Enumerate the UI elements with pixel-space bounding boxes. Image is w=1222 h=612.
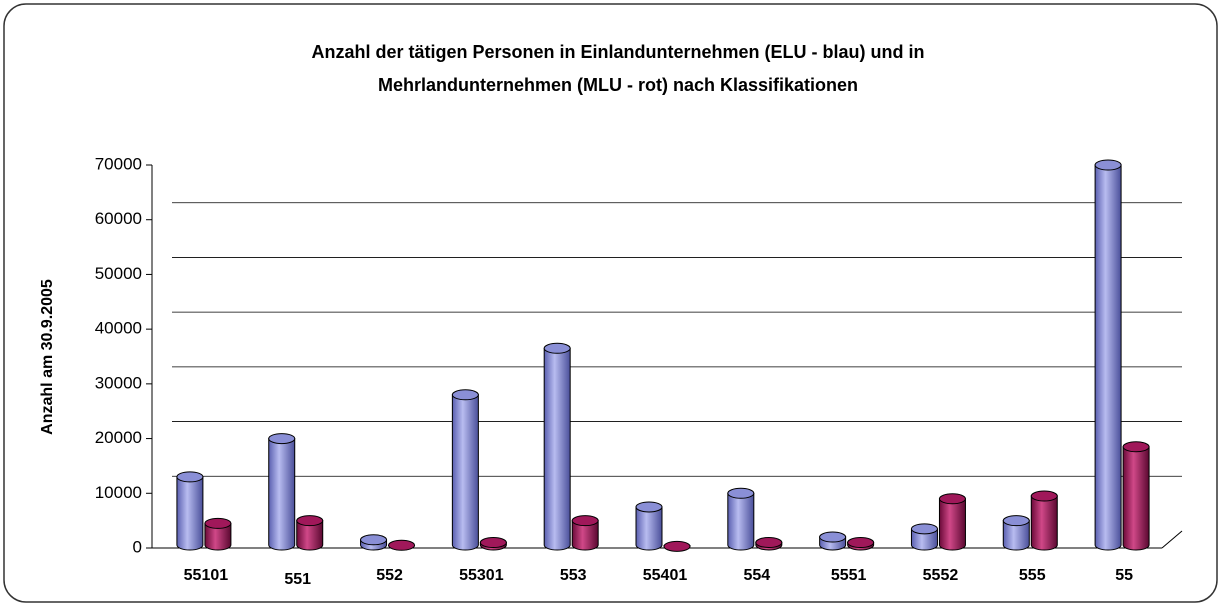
x-tick-label: 5551 xyxy=(831,567,867,584)
bar xyxy=(176,471,204,551)
bar-top xyxy=(663,540,691,552)
bar-top xyxy=(176,471,204,483)
x-tick-label: 55401 xyxy=(643,567,688,584)
bar-body xyxy=(451,394,479,551)
bar-body xyxy=(176,476,204,551)
bar xyxy=(204,517,232,551)
x-tick-label: 5552 xyxy=(923,567,959,584)
bar xyxy=(635,501,663,551)
y-tick-label: 10000 xyxy=(95,483,142,502)
bar-top xyxy=(268,433,296,445)
y-tick-label: 60000 xyxy=(95,209,142,228)
bar xyxy=(938,493,966,551)
bar xyxy=(360,534,388,551)
x-tick-label: 551 xyxy=(284,571,311,588)
bar-top xyxy=(204,517,232,529)
bar-top xyxy=(938,493,966,505)
bar-body xyxy=(543,347,571,551)
bar-top xyxy=(296,515,324,527)
frame xyxy=(3,3,1218,603)
bar xyxy=(910,523,938,551)
bar-top xyxy=(1030,490,1058,502)
chart-title: Anzahl der tätigen Personen in Einlandun… xyxy=(311,42,924,62)
bar-top xyxy=(479,537,507,549)
bar-top xyxy=(571,515,599,527)
bar-body xyxy=(268,438,296,551)
x-tick-label: 552 xyxy=(376,567,403,584)
bar-body xyxy=(204,522,232,551)
y-axis-label: Anzahl am 30.9.2005 xyxy=(39,279,56,435)
bar-top xyxy=(819,531,847,543)
bar-top xyxy=(451,389,479,401)
bar-body xyxy=(727,492,755,551)
bar xyxy=(819,531,847,551)
chart-title-line2: Mehrlandunternehmen (MLU - rot) nach Kla… xyxy=(378,75,858,95)
bar-top xyxy=(755,537,783,549)
bar xyxy=(296,515,324,551)
bar xyxy=(1122,441,1150,551)
y-tick-label: 20000 xyxy=(95,428,142,447)
bar-body xyxy=(1002,520,1030,551)
bar-top xyxy=(543,342,571,354)
bar xyxy=(268,433,296,551)
bar-body xyxy=(1030,495,1058,551)
floor-edge xyxy=(1161,530,1183,549)
bar xyxy=(571,515,599,551)
x-tick-label: 55301 xyxy=(459,567,504,584)
bar-body xyxy=(1122,446,1150,551)
bar-top xyxy=(635,501,663,513)
x-tick-label: 555 xyxy=(1019,567,1046,584)
bar xyxy=(388,539,416,551)
bar-top xyxy=(847,537,875,549)
x-tick-label: 55 xyxy=(1115,567,1133,584)
bar-top xyxy=(1094,159,1122,171)
x-tick-label: 553 xyxy=(560,567,587,584)
y-tick-label: 50000 xyxy=(95,264,142,283)
bar xyxy=(543,342,571,551)
bar xyxy=(451,389,479,551)
bar-top xyxy=(910,523,938,535)
bar-top xyxy=(727,487,755,499)
bar-top xyxy=(388,539,416,551)
bar-body xyxy=(296,520,324,551)
bar-body xyxy=(1094,164,1122,551)
bar-top xyxy=(360,534,388,546)
bar-top xyxy=(1122,441,1150,453)
bar xyxy=(755,537,783,551)
y-tick-label: 70000 xyxy=(95,154,142,173)
bar-top xyxy=(1002,515,1030,527)
y-tick-label: 0 xyxy=(133,537,142,556)
x-tick-label: 55101 xyxy=(184,567,229,584)
bar-body xyxy=(910,528,938,551)
y-tick-label: 30000 xyxy=(95,373,142,392)
bar xyxy=(479,537,507,551)
bar xyxy=(1002,515,1030,551)
bar xyxy=(847,537,875,551)
bar xyxy=(1030,490,1058,551)
bar xyxy=(663,540,691,552)
bar xyxy=(1094,159,1122,551)
y-tick-label: 40000 xyxy=(95,319,142,338)
x-tick-label: 554 xyxy=(743,567,770,584)
bar-body xyxy=(571,520,599,551)
bar-body xyxy=(635,506,663,551)
bar-body xyxy=(938,498,966,551)
bar xyxy=(727,487,755,551)
